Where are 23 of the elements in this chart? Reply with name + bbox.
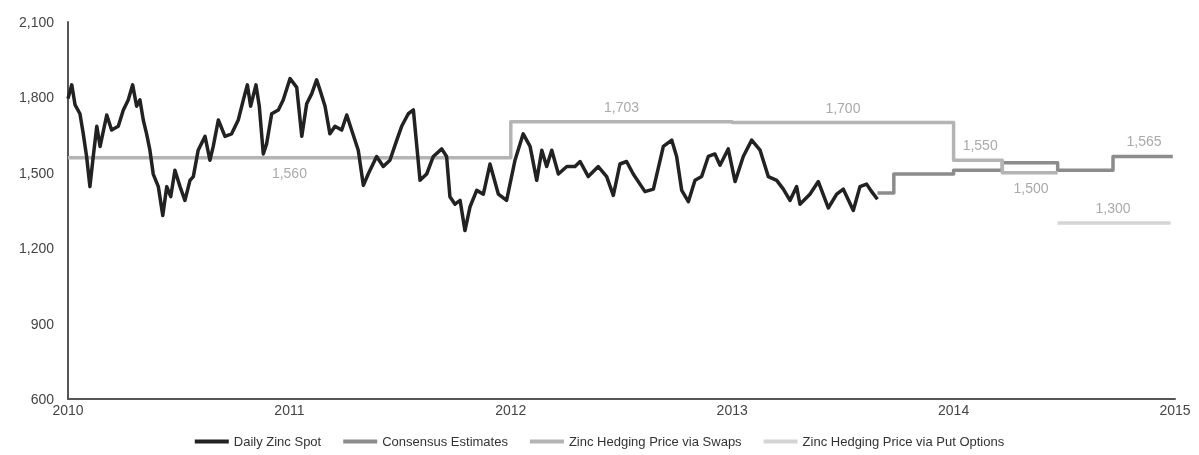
y-tick-label: 1,500 [18,164,55,181]
y-tick-label: 900 [30,315,55,332]
x-tick-label: 2010 [52,402,84,418]
y-tick-label: 1,200 [18,240,55,257]
y-tick-label: 600 [30,391,55,407]
legend-label: Consensus Estimates [382,434,509,449]
x-tick-label: 2011 [274,402,305,418]
x-tick-label: 2015 [1159,402,1191,418]
legend-label: Daily Zinc Spot [233,434,322,449]
legend-label: Zinc Hedging Price via Put Options [802,434,1005,449]
annotation: 1,560 [271,164,308,181]
legend-label: Zinc Hedging Price via Swaps [568,434,743,449]
x-tick-label: 2014 [938,402,970,418]
y-tick-label: 2,100 [18,14,55,30]
annotation: 1,565 [1126,133,1162,150]
x-tick-label: 2012 [495,402,527,418]
annotation: 1,550 [962,137,998,154]
y-tick-label: 1,800 [18,89,55,106]
annotation: 1,300 [1095,200,1131,217]
annotation: 1,700 [825,99,861,116]
annotation: 1,500 [1013,179,1049,196]
annotation: 1,703 [603,98,640,115]
x-tick-label: 2013 [716,402,748,418]
